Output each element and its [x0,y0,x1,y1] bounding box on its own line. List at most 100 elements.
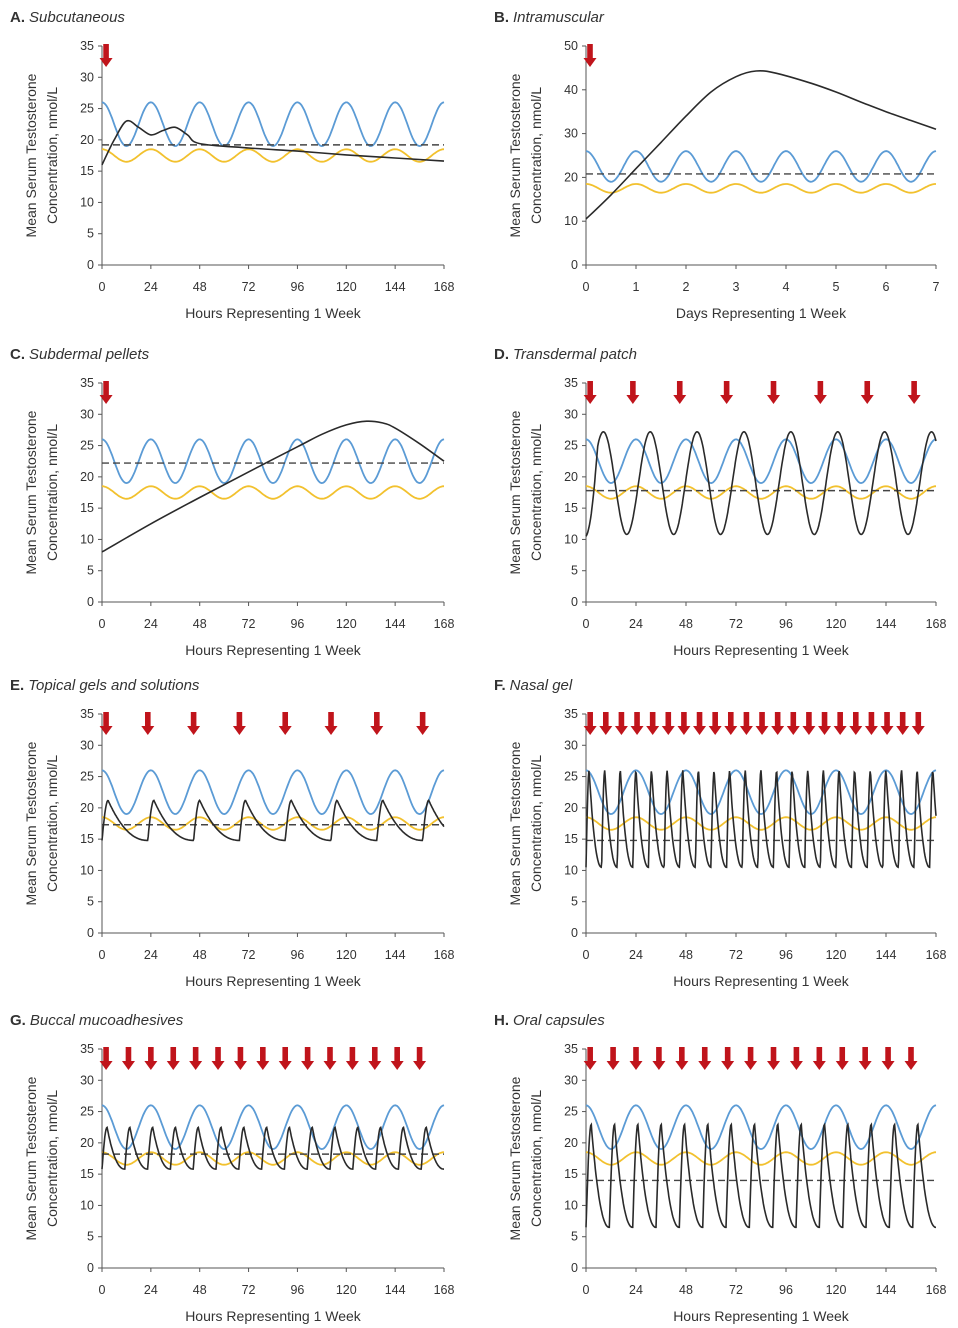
dose-arrow-shaft [125,1047,132,1062]
dose-arrow-shaft [790,712,797,727]
x-tick-label: 24 [629,617,643,631]
dose-arrow-head [583,1061,597,1070]
lower-normal-range-curve [585,1151,937,1166]
dose-arrow-shaft [885,1047,891,1062]
dose-arrow [232,712,246,735]
dose-arrow [767,1047,780,1070]
dose-arrow-shaft [679,1047,685,1062]
dose-arrow-head [187,726,201,735]
panel-title: E. Topical gels and solutions [10,677,200,694]
y-tick-label: 20 [564,170,578,184]
dose-arrow-head [323,1061,337,1070]
dose-arrow-head [789,1061,803,1070]
dose-arrow-head [904,1061,918,1070]
x-axis-label: Hours Representing 1 Week [185,973,362,989]
dose-arrow-shaft [587,381,593,396]
dose-arrow [121,1047,135,1070]
dose-arrow-head [767,1061,780,1070]
dose-arrow-shaft [806,712,812,727]
dose-arrow-head [744,1061,758,1070]
x-tick-label: 96 [779,617,793,631]
panel-name: Buccal mucoadhesives [30,1012,184,1029]
y-tick-label: 25 [80,770,94,784]
dose-arrow-head [849,726,863,735]
dose-arrow-head [583,395,597,404]
dose-arrow [755,712,769,735]
dose-arrow-head [278,726,292,735]
drug-concentration-curve [585,430,937,537]
dose-arrow-shaft [634,712,640,727]
y-axis-label-line2: Concentration, nmol/L [44,755,60,892]
dose-arrow [907,381,921,404]
dose-arrow-head [881,1061,895,1070]
x-tick-label: 120 [826,948,847,962]
x-tick-label: 2 [683,280,690,294]
dose-arrow-shaft [374,712,380,727]
dose-arrow-head [121,1061,135,1070]
panel-title: B. Intramuscular [494,9,605,26]
dose-arrow [812,1047,826,1070]
panel-title: D. Transdermal patch [494,346,637,363]
y-tick-label: 0 [87,926,94,940]
dose-arrow-shaft [419,712,426,727]
dose-arrow [324,712,338,735]
x-tick-label: 168 [926,948,947,962]
dose-arrow-shaft [724,1047,731,1062]
dose-arrow [99,381,113,404]
dose-arrow [99,712,113,735]
dose-arrow [786,712,800,735]
dose-arrow [583,1047,597,1070]
y-axis-label-line2: Concentration, nmol/L [528,755,544,892]
dose-arrow [835,1047,849,1070]
x-tick-label: 96 [290,280,304,294]
dose-arrow-shaft [192,1047,199,1062]
dose-arrow-shaft [899,712,906,727]
y-tick-label: 10 [564,863,578,877]
dose-arrow-head [907,395,921,404]
y-axis-label-line2: Concentration, nmol/L [44,1090,60,1227]
dose-arrow-shaft [103,44,109,59]
x-tick-label: 48 [679,617,693,631]
dose-arrow-head [99,58,113,67]
dose-arrow-head [720,395,734,404]
x-tick-label: 96 [290,617,304,631]
x-tick-label: 0 [583,617,590,631]
y-tick-label: 35 [80,39,94,53]
dose-arrow-shaft [665,712,672,727]
y-axis-label-line2: Concentration, nmol/L [44,424,60,561]
dose-arrow-head [599,726,613,735]
dose-arrow-head [786,726,800,735]
dose-arrow [673,381,687,404]
dose-arrow [368,1047,382,1070]
y-tick-label: 20 [80,1136,94,1150]
dose-arrow [880,712,894,735]
dose-arrow [675,1047,689,1070]
dose-arrow [370,712,384,735]
dose-arrow [233,1047,247,1070]
dose-arrow [416,712,430,735]
dose-arrow-head [324,726,338,735]
dose-arrow-shaft [852,712,859,727]
dose-arrow [767,381,780,404]
y-tick-label: 20 [80,133,94,147]
dose-arrow-head [813,395,827,404]
dose-arrow [771,712,785,735]
x-tick-label: 168 [434,948,455,962]
x-tick-label: 3 [733,280,740,294]
dose-arrow-shaft [723,381,730,396]
y-tick-label: 10 [564,532,578,546]
dose-arrow-shaft [743,712,750,727]
dose-arrow-head [211,1061,225,1070]
x-tick-label: 144 [385,280,406,294]
dose-arrow-head [278,1061,292,1070]
dose-arrow-head [614,726,628,735]
dose-arrow [744,1047,758,1070]
dose-arrow [708,712,722,735]
chart-panel-g: G. Buccal mucoadhesives Mean Serum Testost… [10,1012,454,1324]
dose-arrow-head [646,726,660,735]
panel-letter: B. [494,9,509,26]
panel-letter: A. [10,9,25,26]
drug-concentration-curve [101,1125,444,1170]
x-tick-label: 168 [434,1283,455,1297]
dose-arrow-shaft [649,712,656,727]
